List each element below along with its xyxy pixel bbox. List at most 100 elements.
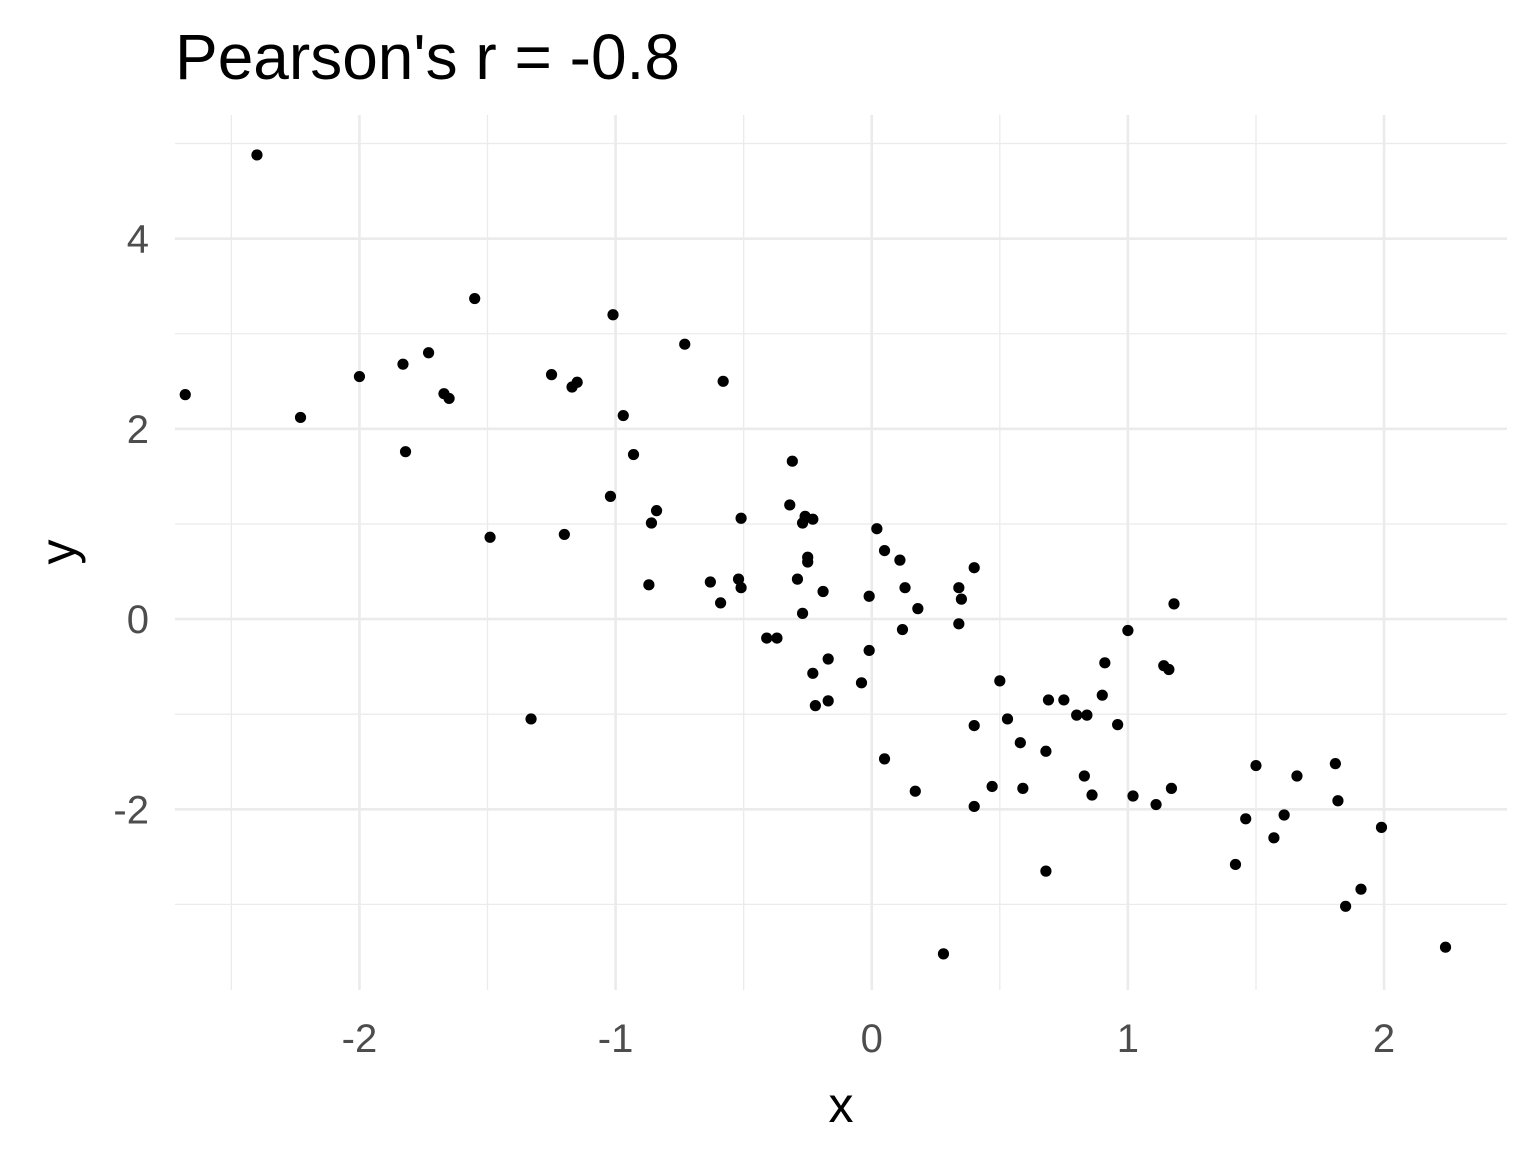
data-point [525, 713, 537, 725]
data-point [1014, 737, 1026, 749]
data-point [715, 597, 727, 609]
data-point [1150, 798, 1162, 811]
data-point [1096, 689, 1108, 701]
data-point [1127, 790, 1139, 802]
data-point [1071, 709, 1083, 721]
data-point [994, 675, 1006, 687]
y-tick-label: 0 [127, 598, 149, 642]
data-point [1112, 719, 1124, 731]
data-point [558, 528, 570, 541]
data-point [1078, 770, 1090, 782]
data-point [1439, 941, 1452, 953]
data-point [1058, 694, 1070, 706]
data-point [1122, 624, 1134, 637]
data-point [912, 603, 924, 615]
data-point [809, 700, 821, 712]
data-point [627, 448, 640, 461]
data-point [863, 590, 875, 602]
data-point [1086, 789, 1098, 801]
x-tick-label: 1 [1117, 1017, 1139, 1061]
data-point [855, 677, 868, 689]
data-point [1355, 883, 1367, 895]
data-point [604, 490, 617, 502]
data-point [871, 523, 883, 535]
data-point [1250, 759, 1262, 772]
data-point [1340, 900, 1352, 912]
y-axis-ticks: -2 0 2 4 [113, 218, 149, 833]
y-tick-label: 4 [127, 218, 149, 262]
data-point [650, 505, 663, 517]
data-point [294, 411, 307, 424]
data-point [878, 544, 891, 557]
data-point [617, 409, 629, 422]
data-point [469, 292, 481, 305]
data-point [894, 554, 906, 566]
data-point [1081, 709, 1093, 721]
data-point [645, 517, 658, 529]
data-point [791, 573, 804, 585]
data-point [1163, 663, 1175, 676]
data-point [822, 653, 834, 665]
data-point [679, 338, 691, 350]
data-point [717, 375, 729, 387]
data-point [1042, 694, 1055, 706]
data-points [179, 149, 1452, 960]
data-point [1168, 598, 1180, 610]
data-point [784, 499, 796, 511]
data-point [704, 576, 716, 588]
data-point [771, 632, 783, 644]
data-point [735, 582, 747, 594]
data-point [422, 347, 435, 359]
data-point [571, 376, 583, 388]
data-point [761, 632, 773, 644]
data-point [1240, 813, 1252, 825]
data-point [796, 607, 809, 619]
data-point [1268, 832, 1280, 844]
data-point [732, 573, 745, 585]
data-point [807, 513, 819, 525]
y-tick-label: -2 [113, 788, 149, 832]
data-point [545, 369, 558, 381]
data-point [817, 585, 829, 598]
data-point [1099, 657, 1111, 669]
data-point [1040, 745, 1052, 757]
x-axis-ticks: -2 -1 0 1 2 [342, 1017, 1396, 1061]
data-point [353, 370, 366, 383]
grid [175, 115, 1507, 990]
data-point [1229, 858, 1242, 871]
data-point [953, 618, 965, 630]
data-point [878, 753, 891, 765]
data-point [251, 149, 263, 161]
data-point [643, 579, 655, 591]
y-axis-title: y [30, 540, 86, 565]
data-point [1329, 758, 1341, 770]
x-tick-label: 0 [861, 1017, 883, 1061]
x-tick-label: -2 [342, 1017, 378, 1061]
data-point [955, 593, 967, 605]
x-tick-label: 2 [1373, 1017, 1395, 1061]
data-point [986, 780, 998, 793]
data-point [1291, 770, 1303, 782]
data-point [1165, 782, 1178, 794]
data-point [802, 556, 814, 568]
y-tick-label: 2 [127, 408, 149, 452]
data-point [909, 785, 921, 797]
data-point [896, 623, 909, 636]
data-point [1017, 782, 1029, 794]
data-point [484, 531, 496, 543]
x-tick-label: -1 [598, 1017, 634, 1061]
chart-title: Pearson's r = -0.8 [175, 21, 680, 93]
data-point [1332, 795, 1344, 807]
data-point [822, 695, 834, 707]
data-point [937, 948, 950, 960]
data-point [968, 562, 980, 574]
data-point [968, 800, 980, 813]
data-point [807, 667, 819, 679]
data-point [1278, 809, 1290, 821]
data-point [1375, 821, 1388, 833]
data-point [863, 644, 875, 657]
data-point [1040, 865, 1052, 877]
data-point [1001, 713, 1014, 725]
data-point [443, 392, 455, 405]
data-point [786, 455, 798, 467]
